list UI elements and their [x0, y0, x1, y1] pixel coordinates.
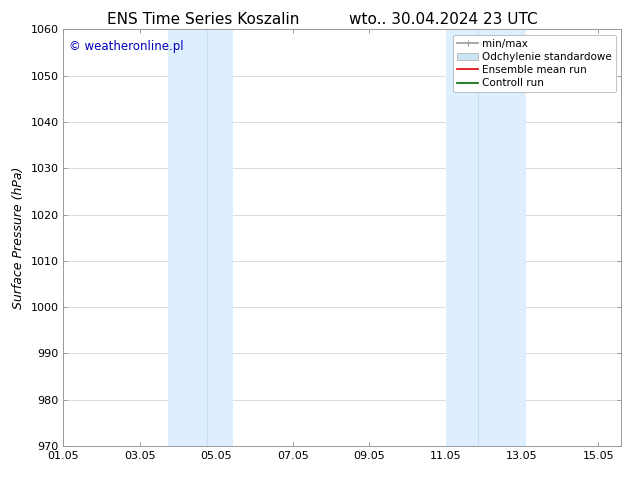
Bar: [169, 29, 233, 446]
Text: ENS Time Series Koszalin: ENS Time Series Koszalin: [107, 12, 299, 27]
Legend: min/max, Odchylenie standardowe, Ensemble mean run, Controll run: min/max, Odchylenie standardowe, Ensembl…: [453, 35, 616, 92]
Y-axis label: Surface Pressure (hPa): Surface Pressure (hPa): [12, 167, 25, 309]
Text: wto.. 30.04.2024 23 UTC: wto.. 30.04.2024 23 UTC: [349, 12, 538, 27]
Text: © weatheronline.pl: © weatheronline.pl: [69, 40, 184, 53]
Bar: [446, 29, 526, 446]
